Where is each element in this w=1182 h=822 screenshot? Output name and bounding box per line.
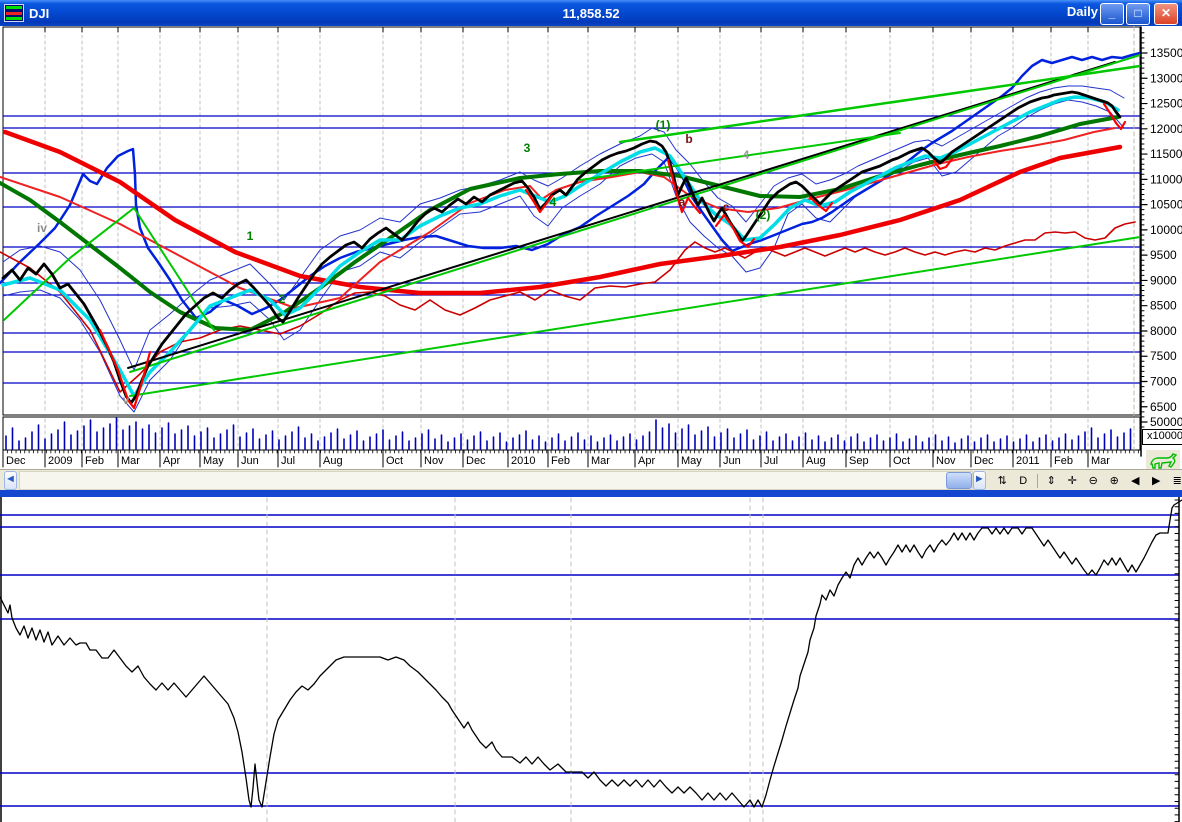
minimize-button[interactable]: _: [1100, 3, 1124, 25]
svg-text:Dec: Dec: [6, 455, 26, 467]
svg-text:7000: 7000: [1150, 375, 1177, 389]
zoom-out-icon[interactable]: ⊖: [1083, 471, 1103, 490]
svg-text:2011: 2011: [1016, 455, 1040, 467]
svg-text:11000: 11000: [1150, 172, 1182, 186]
svg-text:Feb: Feb: [1054, 455, 1073, 467]
svg-text:Jun: Jun: [723, 455, 741, 467]
svg-text:Feb: Feb: [551, 455, 570, 467]
svg-text:Mar: Mar: [1091, 455, 1110, 467]
symbol-title: DJI: [29, 5, 50, 21]
last-price-readout: 11,858.52: [562, 5, 620, 21]
svg-text:Oct: Oct: [386, 455, 403, 467]
svg-text:13500: 13500: [1150, 46, 1182, 60]
svg-text:Nov: Nov: [936, 455, 956, 467]
oscillator-chart[interactable]: [0, 497, 1182, 822]
svg-text:Mar: Mar: [591, 455, 610, 467]
scroll-right-button[interactable]: ►: [972, 471, 986, 490]
vertical-scale-icon[interactable]: ⇕: [1041, 471, 1061, 490]
svg-text:9500: 9500: [1150, 248, 1177, 262]
svg-text:10000: 10000: [1150, 223, 1182, 237]
svg-text:Jul: Jul: [281, 455, 295, 467]
svg-text:May: May: [681, 455, 702, 467]
refresh-icon[interactable]: ⇅: [992, 471, 1012, 490]
svg-text:Aug: Aug: [323, 455, 343, 467]
svg-text:(1): (1): [656, 118, 671, 132]
maximize-button[interactable]: □: [1126, 3, 1150, 25]
svg-text:Apr: Apr: [638, 455, 655, 467]
scrollbar-thumb[interactable]: [945, 472, 972, 489]
periodicity-label: Daily: [1066, 4, 1098, 19]
step-back-icon[interactable]: ◀: [1125, 471, 1145, 490]
svg-text:4: 4: [743, 148, 750, 162]
svg-text:8000: 8000: [1150, 324, 1177, 338]
zoom-in-icon[interactable]: ⊕: [1104, 471, 1124, 490]
svg-text:8500: 8500: [1150, 299, 1177, 313]
step-forward-icon[interactable]: ▶: [1146, 471, 1166, 490]
svg-text:7500: 7500: [1150, 349, 1177, 363]
svg-text:Jun: Jun: [241, 455, 259, 467]
svg-text:Dec: Dec: [974, 455, 994, 467]
price-chart[interactable]: Dec 2009 Feb Mar Apr May Jun Jul Aug Oct Nov Dec 201…: [0, 26, 1182, 469]
svg-text:6500: 6500: [1150, 400, 1177, 414]
svg-text:12000: 12000: [1150, 122, 1182, 136]
svg-text:a: a: [679, 195, 686, 209]
svg-text:Jul: Jul: [764, 455, 778, 467]
svg-text:9000: 9000: [1150, 273, 1177, 287]
toolbar-divider: [1036, 473, 1038, 488]
daily-period-button[interactable]: D: [1013, 471, 1033, 490]
svg-text:3: 3: [524, 141, 531, 155]
volume-multiplier-box: x10000: [1142, 429, 1182, 445]
svg-text:b: b: [685, 132, 692, 146]
svg-text:Mar: Mar: [121, 455, 140, 467]
svg-text:13000: 13000: [1150, 71, 1182, 85]
svg-text:Feb: Feb: [85, 455, 104, 467]
icon-row-red: [6, 11, 22, 15]
scrollbar-track[interactable]: [18, 471, 973, 490]
svg-text:Oct: Oct: [893, 455, 910, 467]
chart-toolbar-buttons: ⇅ D ⇕ ✛ ⊖ ⊕ ◀ ▶ ≣: [992, 471, 1182, 490]
svg-text:Nov: Nov: [424, 455, 444, 467]
svg-text:2009: 2009: [48, 455, 72, 467]
title-bar[interactable]: DJI 11,858.52 Daily _ □ ✕: [0, 0, 1182, 26]
svg-text:Sep: Sep: [849, 455, 869, 467]
icon-row-green: [6, 6, 22, 9]
bull-indicator-icon: [1146, 450, 1180, 469]
svg-text:(2): (2): [756, 208, 771, 222]
svg-text:12500: 12500: [1150, 97, 1182, 111]
svg-text:10500: 10500: [1150, 198, 1182, 212]
svg-text:4: 4: [550, 195, 557, 209]
scroll-left-button[interactable]: ◄: [4, 471, 17, 490]
svg-text:11500: 11500: [1150, 147, 1182, 161]
svg-text:Apr: Apr: [163, 455, 180, 467]
pan-move-icon[interactable]: ✛: [1062, 471, 1082, 490]
svg-text:2010: 2010: [511, 455, 535, 467]
icon-row-green2: [6, 17, 22, 20]
list-menu-icon[interactable]: ≣: [1167, 471, 1182, 490]
svg-text:Aug: Aug: [806, 455, 826, 467]
chart-document-icon: [4, 4, 24, 22]
svg-text:c: c: [723, 200, 730, 214]
svg-text:iv: iv: [37, 221, 47, 235]
svg-text:May: May: [203, 455, 224, 467]
svg-text:v: v: [123, 393, 130, 407]
close-button[interactable]: ✕: [1154, 3, 1178, 25]
svg-text:Dec: Dec: [466, 455, 486, 467]
svg-text:50000: 50000: [1150, 415, 1182, 429]
svg-text:2: 2: [279, 292, 286, 306]
pane-separator-bar[interactable]: [0, 490, 1182, 497]
chart-scroll-toolbar: ◄ ► ⇅ D ⇕ ✛ ⊖ ⊕ ◀ ▶ ≣: [0, 469, 1182, 491]
svg-text:1: 1: [247, 229, 254, 243]
